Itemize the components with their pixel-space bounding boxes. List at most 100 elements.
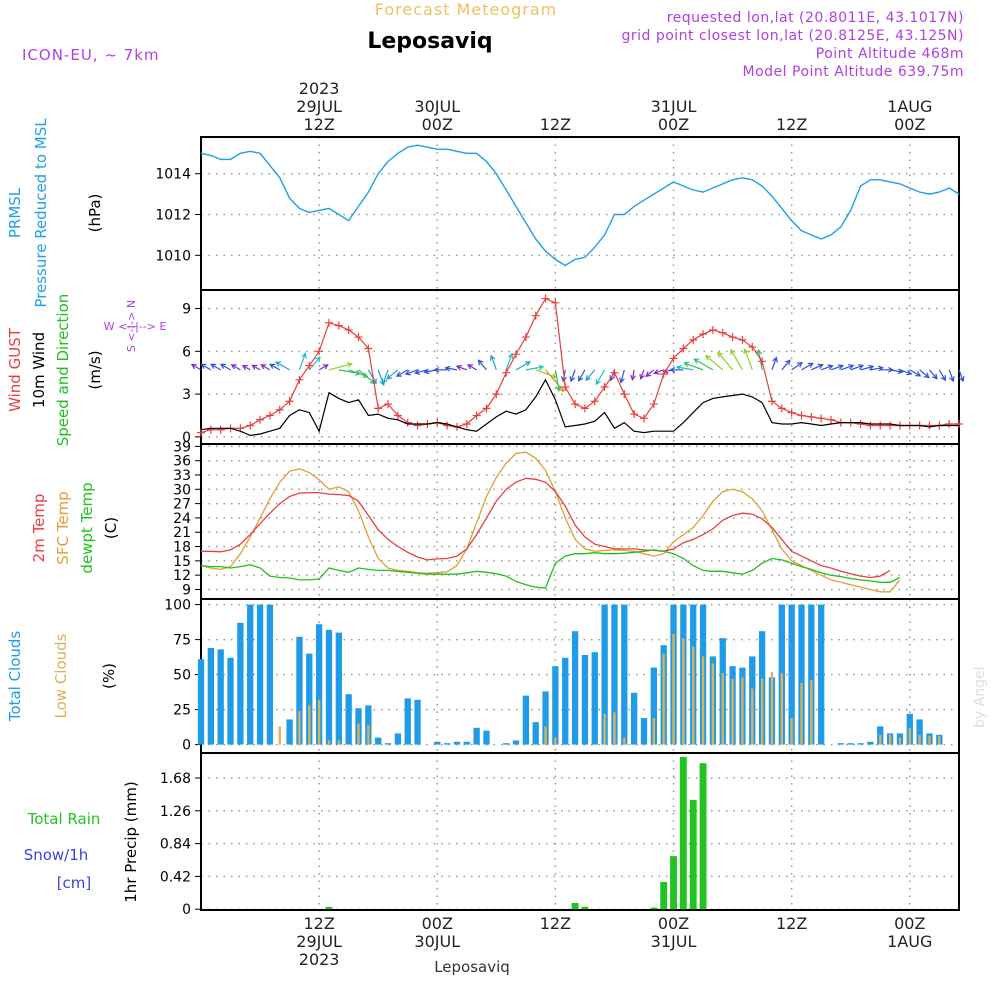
- wind-arrow-head: [251, 364, 258, 370]
- wind-arrow: [404, 369, 418, 376]
- wind-arrow-head: [241, 364, 248, 371]
- y-tick-label: 6: [182, 344, 191, 360]
- low-cloud-bar: [908, 727, 911, 745]
- wind-arrow-head: [868, 364, 875, 371]
- wind-gust-marker: [502, 368, 511, 377]
- wind-arrow-shaft: [328, 363, 352, 371]
- credit-watermark: by Angel: [972, 667, 988, 728]
- wind-arrow: [909, 369, 922, 377]
- wind-gust-marker: [630, 410, 639, 419]
- precip-frame: [200, 752, 960, 911]
- total-cloud-bar: [591, 652, 598, 745]
- bottom-time-label: 29JUL: [296, 932, 342, 951]
- low-cloud-bar: [623, 737, 626, 745]
- total-cloud-bar: [434, 741, 441, 745]
- wind-arrow-head: [704, 354, 711, 361]
- wind-arrow-head: [190, 363, 197, 370]
- wind-arrow-shaft: [318, 364, 329, 371]
- wind-arrow-shaft: [456, 365, 467, 371]
- wind-arrow-shaft: [938, 369, 946, 381]
- pressure-frame: [200, 136, 960, 291]
- footer-location: Leposaviq: [434, 958, 510, 976]
- wind-arrow: [477, 359, 487, 371]
- wind-arrow-head: [796, 361, 803, 368]
- wind-arrow: [569, 369, 576, 383]
- wind-arrow-head: [538, 364, 545, 371]
- wind-arrow: [348, 369, 369, 378]
- total-cloud-bar: [247, 604, 254, 745]
- wind-gust-marker: [797, 411, 806, 420]
- total-cloud-bar: [571, 631, 579, 745]
- wind-arrow: [395, 369, 409, 377]
- wind-gust-marker: [610, 368, 619, 377]
- wind-gust-marker: [275, 405, 284, 414]
- wind-arrow-head: [756, 348, 763, 356]
- low-cloud-bar: [662, 653, 665, 745]
- wind-arrow-head: [558, 386, 565, 393]
- compass-horizontal: W <--|--> E: [104, 320, 167, 333]
- y-tick-label: 27: [173, 497, 191, 513]
- low-cloud-bar: [760, 678, 764, 745]
- wind-arrow: [850, 364, 865, 371]
- wind-arrow-shaft: [801, 362, 814, 371]
- bottom-time-label: 30JUL: [414, 932, 460, 951]
- total-cloud-bar: [818, 604, 825, 745]
- wind-arrow: [645, 369, 655, 378]
- wind-gust-marker: [600, 382, 609, 391]
- low-cloud-bar: [692, 646, 695, 745]
- low-cloud-bar: [751, 688, 754, 745]
- wind-gust-marker: [827, 415, 836, 424]
- wind-arrow-head: [275, 361, 282, 367]
- total-cloud-bar: [443, 743, 451, 745]
- wind-arrow-head: [772, 356, 778, 363]
- total-cloud-bar: [227, 657, 234, 745]
- wind-arrow-shaft: [275, 361, 290, 371]
- wind-gust-marker: [197, 428, 205, 437]
- total-cloud-bar: [345, 694, 352, 745]
- wind-arrow-shaft: [570, 369, 576, 382]
- wind-arrow: [578, 369, 586, 382]
- wind-arrow: [585, 369, 596, 382]
- wind-gust-marker: [531, 311, 540, 320]
- wind-arrow-head: [423, 368, 430, 375]
- wind-gust-marker: [699, 330, 708, 339]
- wind-arrow: [653, 369, 664, 375]
- wind-gust-marker: [334, 321, 343, 330]
- total-cloud-bar: [916, 719, 923, 745]
- y-tick-label: 24: [173, 511, 191, 527]
- wind-arrow-shaft: [654, 369, 664, 374]
- wind-arrow: [466, 364, 477, 371]
- wind-gust-marker: [767, 397, 776, 406]
- pressure-line: [200, 144, 960, 267]
- wind-arrow-head: [959, 376, 965, 383]
- wind-arrow-head: [210, 363, 217, 369]
- wind-arrow: [830, 364, 844, 371]
- wind-arrow-head: [322, 364, 329, 370]
- wind-arrow-shaft: [850, 364, 864, 371]
- panels: 1010 1012 1014 PRMSL Pressure Reduced to MSL…: [6, 118, 965, 918]
- model-label: ICON-EU, ~ 7km: [22, 46, 160, 64]
- total-cloud-bar: [384, 743, 392, 745]
- y-tick-label: 0: [182, 738, 191, 754]
- low-cloud-bar: [317, 699, 321, 745]
- bottom-time-label: 00Z: [422, 914, 453, 933]
- wind-arrow: [489, 354, 497, 371]
- wind-arrow-shaft: [860, 365, 874, 371]
- wind-gust-marker: [817, 414, 826, 423]
- wind-arrow-head: [915, 371, 922, 377]
- low-cloud-bar: [603, 713, 606, 745]
- low-cloud-bar: [790, 718, 793, 745]
- precip-bar: [571, 902, 579, 910]
- wind-gust-marker: [708, 325, 717, 334]
- total-cloud-bar: [375, 737, 382, 745]
- top-time-label: 30JUL: [414, 97, 460, 116]
- wind-arrow-head: [730, 348, 736, 355]
- wind-arrow: [675, 364, 694, 371]
- low-cloud-bar: [938, 736, 941, 745]
- wind-gust-marker: [265, 411, 274, 420]
- wind-gust-marker: [551, 298, 560, 307]
- precip-bar: [325, 906, 333, 910]
- wind-arrow: [929, 369, 938, 380]
